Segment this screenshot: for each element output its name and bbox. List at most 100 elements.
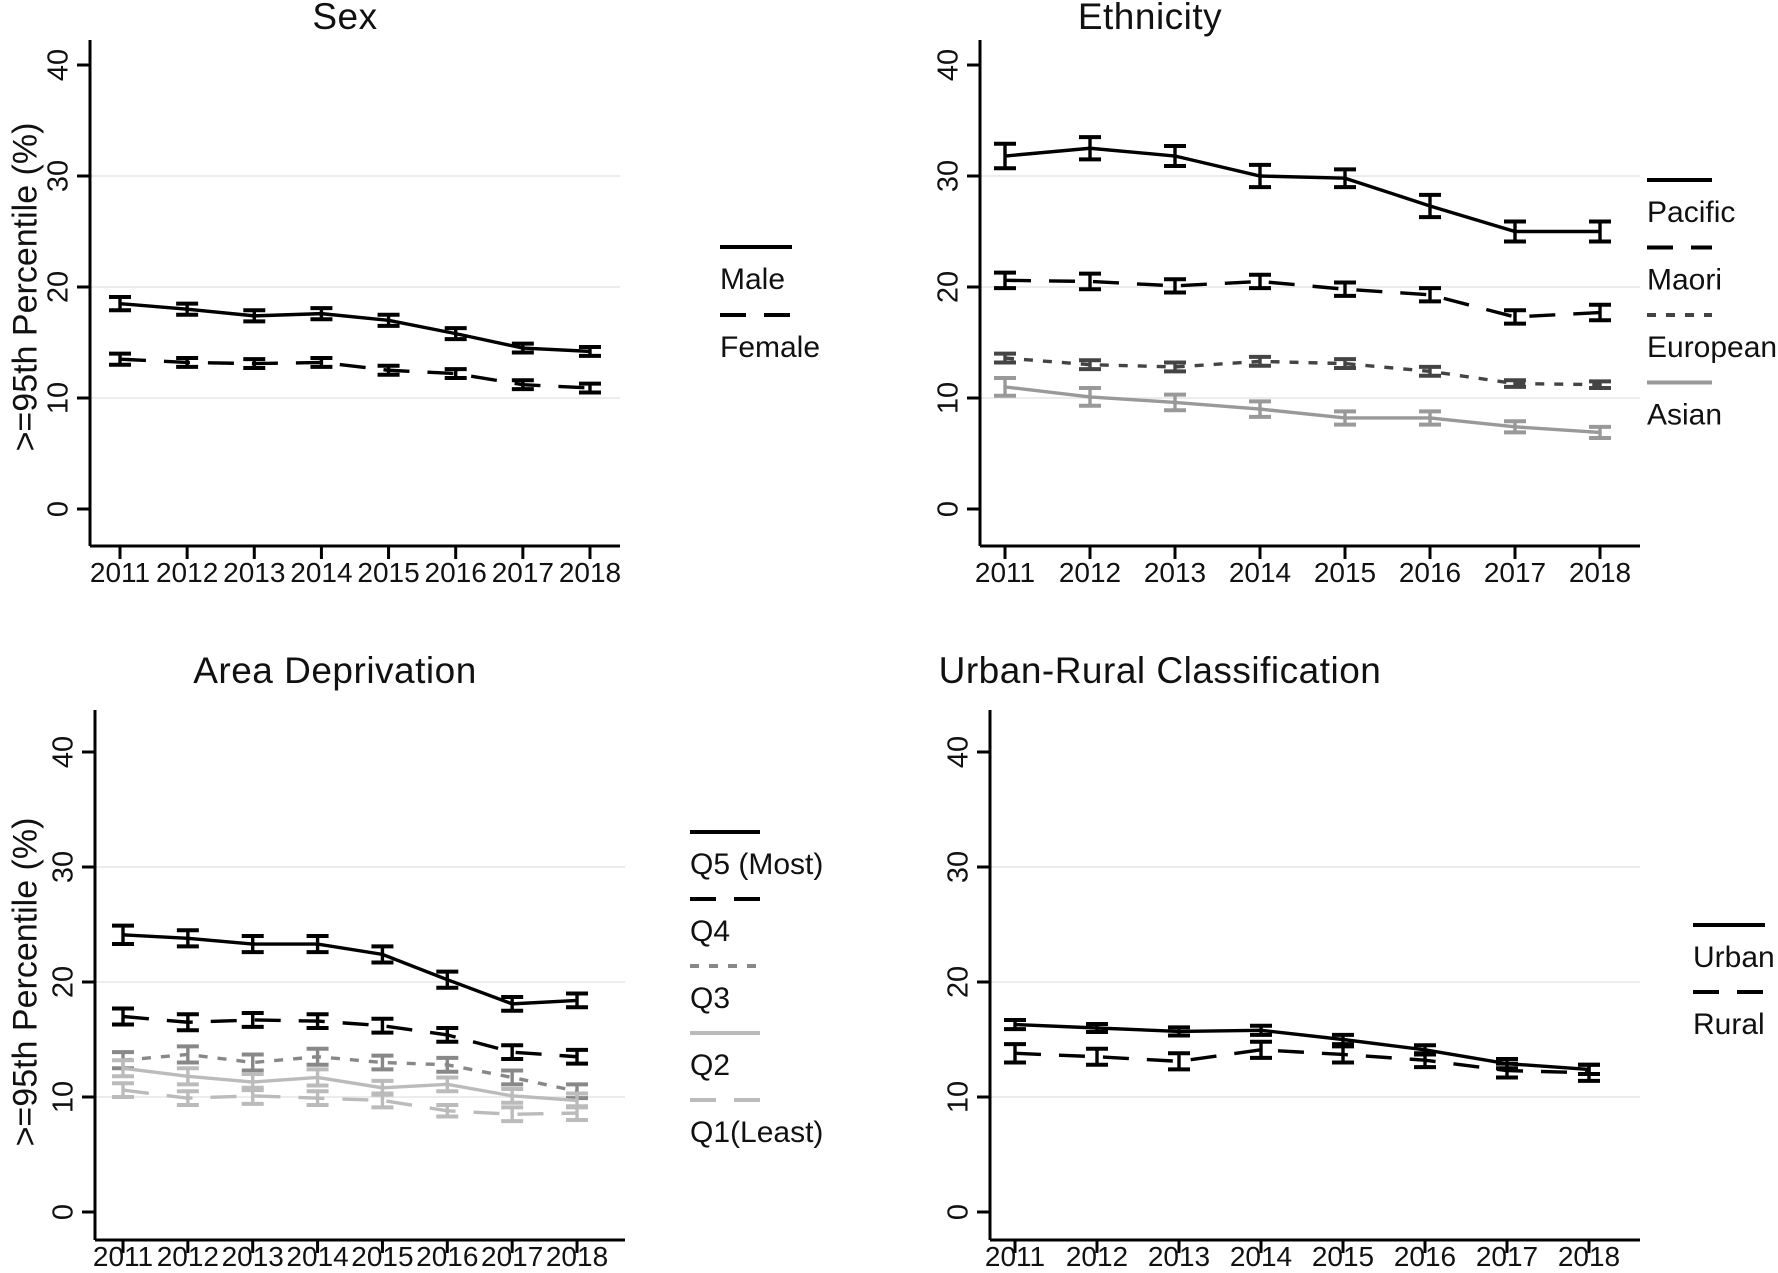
error-bar-rural-2012 [1086, 1046, 1108, 1067]
error-bar-rural-2018 [1578, 1062, 1600, 1083]
legend-label-q1-least: Q1(Least) [690, 1116, 823, 1149]
error-bar-european-2012 [1079, 358, 1101, 372]
series-line-q5-most [122, 933, 578, 1006]
legend-item-q5-most: Q5 (Most) [690, 830, 823, 881]
legend-label-male: Male [720, 263, 785, 296]
error-bar-maori-2011 [994, 270, 1016, 291]
legend-item-female: Female [720, 313, 820, 364]
legend-label-rural: Rural [1693, 1008, 1765, 1041]
urban-rural-classification-panel: 0 10 20 30 40 2011 2012 2013 2014 2015 2016 2017 201… [943, 710, 1775, 1272]
x-tick-label: 2013 [223, 557, 285, 588]
x-tick-label: 2014 [286, 1241, 348, 1272]
x-tick-label: 2016 [425, 557, 487, 588]
error-bar-european-2017 [1504, 378, 1526, 389]
x-tick-label: 2014 [1230, 1241, 1292, 1272]
error-bar-asian-2018 [1589, 424, 1611, 440]
error-bar-q3-2012 [176, 1044, 199, 1065]
error-bar-q3-2015 [371, 1053, 394, 1072]
error-bar-urban-2011 [1004, 1017, 1026, 1032]
error-bar-european-2018 [1589, 379, 1611, 391]
error-bar-q5-most-2015 [371, 944, 394, 965]
y-axis-label-bottom-row: >=95th Percentile (%) [6, 817, 45, 1147]
legend-label-asian: Asian [1647, 399, 1722, 432]
legend-label-european: European [1647, 331, 1777, 364]
error-bar-female-2011 [109, 351, 131, 367]
error-bar-female-2014 [310, 356, 333, 369]
error-bar-male-2013 [243, 308, 266, 324]
error-bar-q3-2014 [306, 1046, 329, 1067]
error-bar-pacific-2015 [1334, 167, 1356, 190]
error-bar-asian-2011 [994, 376, 1016, 398]
error-bar-q5-most-2017 [501, 994, 524, 1013]
x-tick-label: 2017 [481, 1241, 543, 1272]
y-tick-label: 10 [933, 382, 965, 414]
error-bar-pacific-2018 [1589, 219, 1611, 244]
legend-label-q3: Q3 [690, 982, 730, 1015]
error-bar-urban-2014 [1250, 1023, 1272, 1037]
legend-label-female: Female [720, 331, 820, 364]
error-bar-maori-2015 [1334, 280, 1356, 298]
error-bar-q4-2018 [566, 1047, 589, 1066]
error-bar-q5-most-2012 [176, 928, 199, 949]
y-tick-label: 40 [43, 49, 75, 81]
legend-label-urban: Urban [1693, 941, 1775, 974]
error-bar-pacific-2017 [1504, 219, 1526, 244]
error-bar-maori-2013 [1164, 277, 1186, 295]
x-tick-label: 2013 [222, 1241, 284, 1272]
series-line-maori [1004, 278, 1601, 319]
y-tick-label: 40 [48, 736, 80, 768]
legend-label-q4: Q4 [690, 915, 730, 948]
error-bar-female-2013 [243, 357, 266, 371]
error-bar-pacific-2011 [994, 141, 1016, 171]
x-tick-label: 2012 [1059, 557, 1121, 588]
error-bar-female-2012 [176, 356, 199, 369]
error-bar-rural-2016 [1414, 1051, 1436, 1070]
error-bar-male-2016 [444, 326, 467, 342]
x-tick-label: 2014 [290, 557, 352, 588]
sex-panel: 0 10 20 30 40 2011 2012 2013 2014 2015 2016 2017 201… [43, 40, 820, 588]
legend-item-rural: Rural [1693, 990, 1765, 1041]
y-tick-label: 20 [48, 966, 80, 998]
error-bar-asian-2017 [1504, 419, 1526, 435]
y-tick-label: 40 [943, 736, 975, 768]
y-tick-label: 40 [933, 49, 965, 81]
error-bar-q1-least-2015 [371, 1091, 394, 1110]
y-tick-label: 0 [43, 501, 75, 517]
y-tick-label: 30 [48, 851, 80, 883]
series-line-q4 [122, 1014, 578, 1059]
error-bar-maori-2017 [1504, 308, 1526, 326]
y-tick-label: 30 [43, 160, 75, 192]
error-bar-q1-least-2012 [176, 1089, 199, 1108]
x-tick-label: 2012 [156, 557, 218, 588]
error-bar-q1-least-2011 [112, 1081, 134, 1099]
error-bar-male-2011 [109, 294, 131, 313]
x-tick-label: 2014 [1229, 557, 1291, 588]
error-bar-male-2017 [511, 341, 534, 355]
x-tick-label: 2015 [357, 557, 419, 588]
error-bar-european-2015 [1334, 357, 1356, 371]
series-line-q3 [122, 1052, 578, 1093]
error-bar-rural-2015 [1332, 1044, 1354, 1065]
error-bar-q3-2016 [436, 1055, 459, 1074]
area-deprivation-panel: 0 10 20 30 40 2011 2012 2013 2014 2015 2016 2017 201… [48, 710, 823, 1272]
series-line-asian [1004, 385, 1601, 435]
x-tick-label: 2013 [1144, 557, 1206, 588]
x-tick-label: 2016 [1399, 557, 1461, 588]
error-bar-maori-2012 [1079, 271, 1101, 292]
series-line-female [119, 357, 591, 390]
error-bar-female-2017 [511, 378, 534, 392]
error-bar-pacific-2014 [1249, 162, 1271, 190]
y-tick-label: 10 [48, 1081, 80, 1113]
error-bar-q4-2017 [501, 1043, 524, 1062]
y-tick-label: 20 [933, 271, 965, 303]
error-bar-pacific-2016 [1419, 192, 1441, 220]
y-axis-label-top-row: >=95th Percentile (%) [6, 122, 45, 452]
x-tick-label: 2011 [90, 557, 150, 588]
error-bar-q5-most-2011 [112, 923, 134, 947]
error-bar-q3-2013 [241, 1052, 264, 1073]
error-bar-rural-2011 [1004, 1042, 1026, 1065]
error-bar-asian-2016 [1419, 409, 1441, 427]
error-bar-q5-most-2018 [566, 991, 589, 1010]
x-tick-label: 2017 [1484, 557, 1546, 588]
legend-item-male: Male [720, 245, 792, 296]
